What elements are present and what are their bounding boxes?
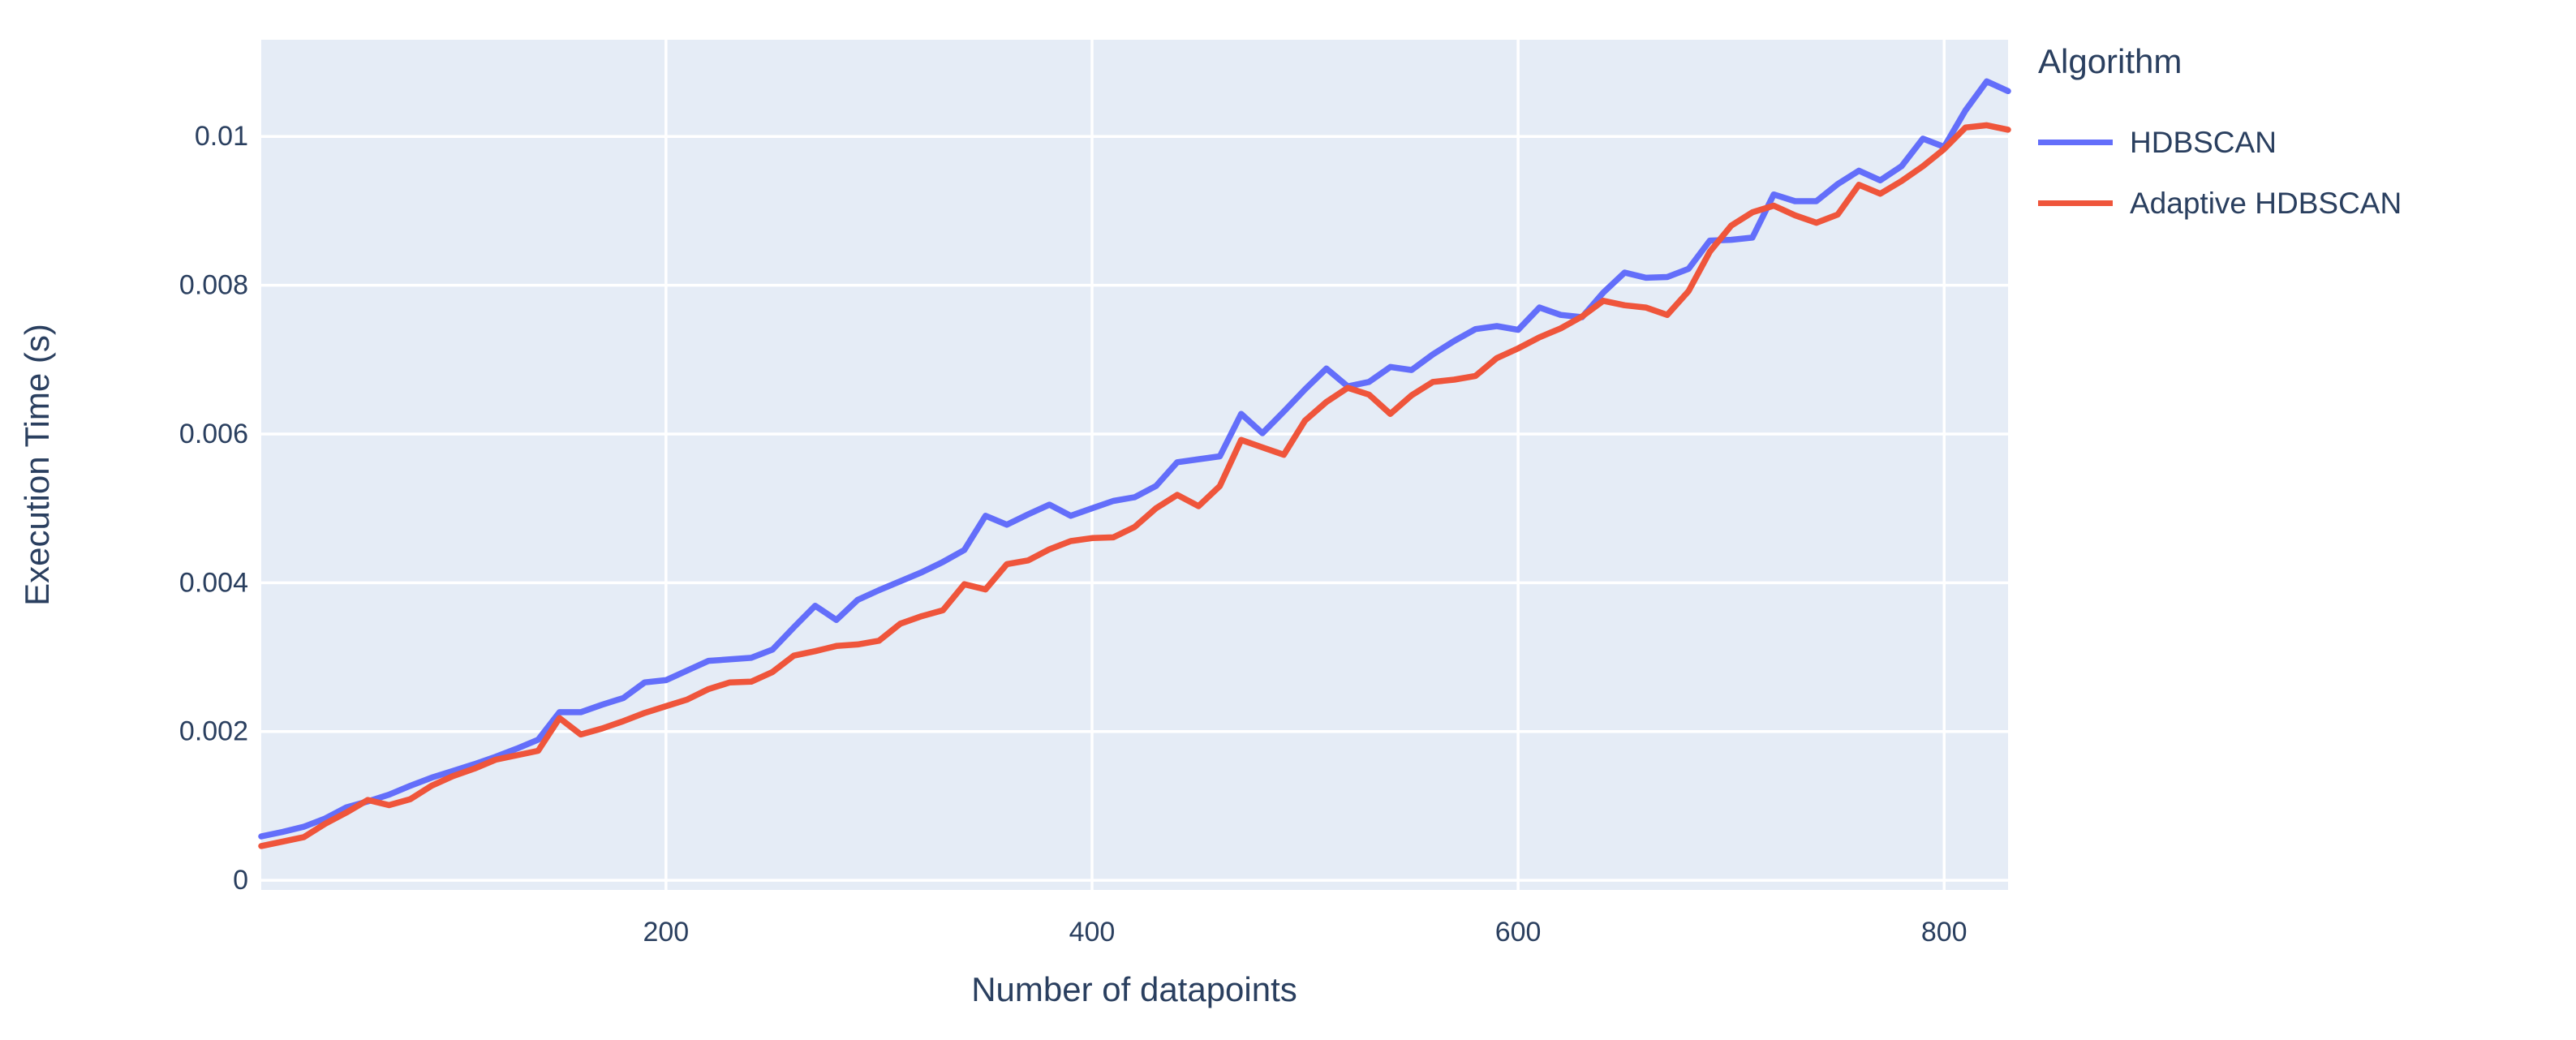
plot-area[interactable]: [261, 40, 2008, 890]
y-tick-label: 0.002: [179, 716, 248, 747]
y-tick-label: 0: [233, 865, 248, 896]
adaptive-hdbscan-line: [258, 122, 2011, 849]
x-tick-label: 600: [1495, 917, 1542, 948]
legend-item-hdbscan[interactable]: HDBSCAN: [2038, 112, 2557, 173]
legend-title: Algorithm: [2038, 42, 2183, 80]
y-tick-label: 0.004: [179, 567, 248, 598]
x-axis-title: Number of datapoints: [971, 970, 1297, 1008]
y-tick-label: 0.01: [195, 121, 248, 152]
legend-item-adaptive-hdbscan[interactable]: Adaptive HDBSCAN: [2038, 173, 2557, 234]
y-axis-title: Execution Time (s): [18, 324, 56, 606]
y-tick-label: 0.008: [179, 270, 248, 301]
adaptive-hdbscan-line-swatch: [2038, 200, 2113, 206]
legend-item-label: HDBSCAN: [2130, 125, 2277, 159]
y-tick-label: 0.006: [179, 419, 248, 449]
x-tick-label: 800: [1921, 917, 1967, 948]
hdbscan-line-swatch: [2038, 140, 2113, 145]
x-tick-label: 400: [1069, 917, 1116, 948]
legend-item-label: Adaptive HDBSCAN: [2130, 186, 2402, 220]
x-tick-label: 200: [643, 917, 689, 948]
legend: Algorithm HDBSCAN Adaptive HDBSCAN: [2038, 42, 2557, 234]
